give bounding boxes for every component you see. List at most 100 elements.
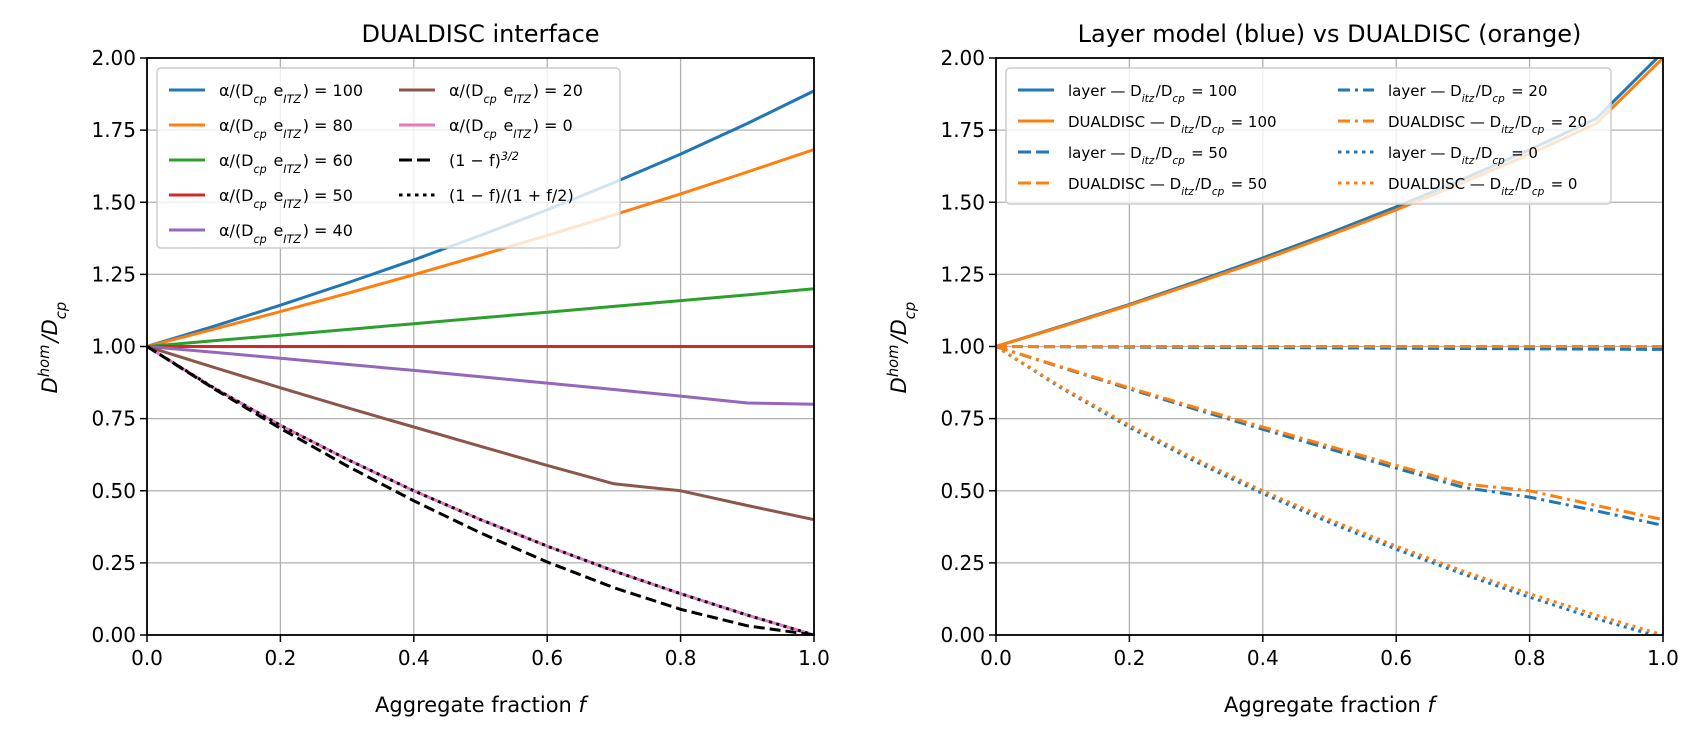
legend-item: DUALDISC — Ditz /Dcp = 20 xyxy=(1338,113,1587,136)
y-tick-label: 1.75 xyxy=(940,118,985,142)
text-span: e xyxy=(268,221,283,240)
y-tick-label: 1.00 xyxy=(940,335,985,359)
text-span: α/(D xyxy=(219,116,254,135)
text-span: layer — D xyxy=(1068,144,1142,162)
subscript: ITZ xyxy=(513,128,531,141)
text-span: ) = 60 xyxy=(303,151,353,170)
subscript: cp xyxy=(1172,155,1185,167)
text-span: DUALDISC — D xyxy=(1388,175,1501,193)
subscript: cp xyxy=(902,302,919,319)
x-tick-label: 0.8 xyxy=(665,646,697,670)
legend-item: α/(Dcp eITZ ) = 80 xyxy=(169,116,353,141)
x-tick-label: 0.2 xyxy=(1113,646,1145,670)
series-line-3 xyxy=(147,287,814,348)
text-span: α/(D xyxy=(449,81,484,100)
text-span: D xyxy=(887,377,911,393)
subscript: itz xyxy=(1501,124,1514,136)
x-tick-label: 0.4 xyxy=(1247,646,1279,670)
series-line-6 xyxy=(996,345,1663,522)
text-span: = 0 xyxy=(1506,144,1538,162)
text-span: e xyxy=(268,116,283,135)
subscript: cp xyxy=(254,128,267,141)
subscript: ITZ xyxy=(283,233,301,246)
text-span: layer — D xyxy=(1388,144,1462,162)
subscript: ITZ xyxy=(283,198,301,211)
superscript: hom xyxy=(36,345,53,378)
legend-item: α/(Dcp eITZ ) = 20 xyxy=(399,81,583,106)
x-tick-label: 1.0 xyxy=(1647,646,1679,670)
chart-title: DUALDISC interface xyxy=(361,20,599,48)
x-axis-label-text: Aggregate fraction xyxy=(1224,693,1428,717)
series-line-7 xyxy=(996,345,1659,635)
text-span: ) = 40 xyxy=(303,221,353,240)
legend-item: α/(Dcp eITZ ) = 100 xyxy=(169,81,363,106)
y-tick-label: 0.25 xyxy=(940,551,985,575)
subscript: cp xyxy=(254,163,267,176)
text-span: α/(D xyxy=(449,116,484,135)
text-span: DUALDISC — D xyxy=(1388,113,1501,131)
text-span: /D xyxy=(38,319,62,344)
text-span: (1 − f) xyxy=(449,151,501,170)
series-line-9 xyxy=(147,345,814,635)
series-line-5 xyxy=(147,345,814,406)
subscript: cp xyxy=(484,128,497,141)
y-tick-label: 2.00 xyxy=(91,46,136,70)
text-span: (1 − f)/(1 + f/2) xyxy=(449,186,574,205)
text-span xyxy=(887,300,911,302)
legend-item: layer — Ditz /Dcp = 20 xyxy=(1338,82,1548,105)
subscript: cp xyxy=(484,93,497,106)
text-span: DUALDISC — D xyxy=(1068,175,1181,193)
legend-item: α/(Dcp eITZ ) = 40 xyxy=(169,221,353,246)
subscript: itz xyxy=(1462,93,1475,105)
legend-item: layer — Ditz /Dcp = 50 xyxy=(1018,144,1228,167)
text-span: α/(D xyxy=(219,186,254,205)
subscript: cp xyxy=(1212,124,1225,136)
text-span: e xyxy=(268,186,283,205)
y-tick-label: 0.50 xyxy=(91,479,136,503)
series-group xyxy=(147,89,814,635)
x-tick-label: 0.6 xyxy=(1380,646,1412,670)
y-tick-label: 0.50 xyxy=(940,479,985,503)
legend-label: (1 − f)3/2 xyxy=(449,150,520,171)
legend-label: DUALDISC — Ditz /Dcp = 0 xyxy=(1388,175,1577,198)
y-axis-label: Dhom /Dcp xyxy=(885,300,919,394)
superscript: 3/2 xyxy=(501,150,519,163)
subscript: cp xyxy=(1172,93,1185,105)
x-axis-label-var: f xyxy=(1428,693,1439,717)
y-tick-label: 1.50 xyxy=(91,190,136,214)
legend-item: α/(Dcp eITZ ) = 0 xyxy=(399,116,573,141)
subscript: ITZ xyxy=(283,93,301,106)
text-span: layer — D xyxy=(1068,82,1142,100)
subscript: cp xyxy=(254,198,267,211)
text-span: ) = 100 xyxy=(303,81,363,100)
text-span: D xyxy=(38,377,62,393)
series-line-8 xyxy=(147,345,814,635)
subscript: itz xyxy=(1462,155,1475,167)
subscript: ITZ xyxy=(513,93,531,106)
subscript: cp xyxy=(254,233,267,246)
y-tick-label: 1.00 xyxy=(91,335,136,359)
legend-box xyxy=(156,67,621,249)
legend-item: α/(Dcp eITZ ) = 60 xyxy=(169,151,353,176)
y-tick-label: 0.00 xyxy=(940,623,985,647)
text-span: /D xyxy=(1156,82,1173,100)
legend-item: α/(Dcp eITZ ) = 50 xyxy=(169,186,353,211)
y-tick-label: 1.75 xyxy=(91,118,136,142)
text-span: /D xyxy=(1476,82,1493,100)
series-line-5 xyxy=(996,345,1663,527)
legend-label: DUALDISC — Ditz /Dcp = 20 xyxy=(1388,113,1587,136)
legend-label: α/(Dcp eITZ ) = 80 xyxy=(219,116,353,141)
x-tick-label: 0.2 xyxy=(264,646,296,670)
chart-title: Layer model (blue) vs DUALDISC (orange) xyxy=(1078,20,1582,48)
text-span: ) = 20 xyxy=(533,81,583,100)
text-span: = 20 xyxy=(1546,113,1587,131)
text-span: = 20 xyxy=(1506,82,1547,100)
x-tick-label: 0.0 xyxy=(131,646,163,670)
y-tick-label: 1.50 xyxy=(940,190,985,214)
y-tick-label: 0.75 xyxy=(940,407,985,431)
legend-label: α/(Dcp eITZ ) = 60 xyxy=(219,151,353,176)
text-span: α/(D xyxy=(219,221,254,240)
legend-item: layer — Ditz /Dcp = 100 xyxy=(1018,82,1237,105)
